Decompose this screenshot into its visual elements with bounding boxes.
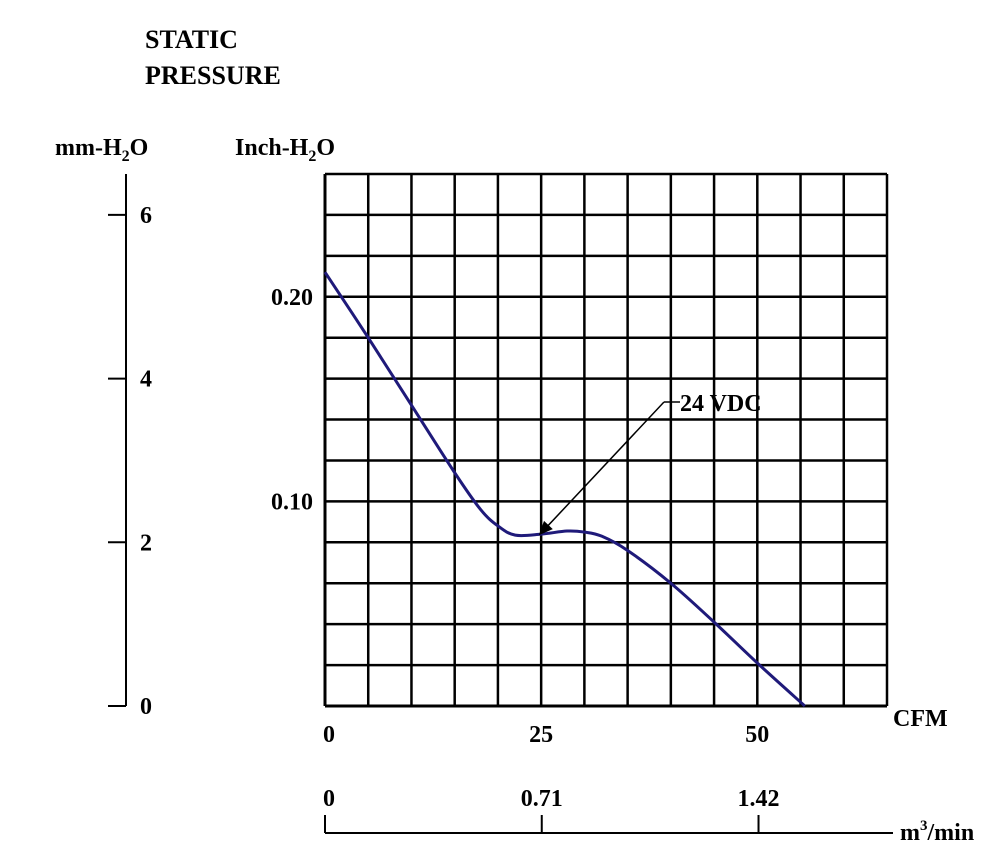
inch-h2o-tick-labels: 0.10 0.20 [271,285,313,516]
inch-tick-label: 0.20 [271,285,313,311]
cfm-axis-label: CFM [893,706,948,732]
cfm-tick-labels: 0 25 50 [323,722,769,748]
m3-tick-label: 1.42 [738,786,780,812]
cfm-tick-label: 0 [323,722,335,748]
mm-tick-label: 2 [140,530,152,556]
annotation-arrow-line [542,401,665,532]
cfm-tick-label: 25 [529,722,553,748]
mm-tick-label: 0 [140,694,152,720]
m3-tick-label: 0.71 [521,786,563,812]
chart-title-line-2: PRESSURE [145,61,281,90]
m3-per-min-axis-label: m3/min [900,818,974,846]
chart-title-line-1: STATIC [145,25,238,54]
chart-grid [323,172,889,708]
inch-tick-label: 0.10 [271,489,313,515]
annotation-arrowhead [538,520,553,536]
series-24vdc-line [323,271,806,708]
mm-tick-label: 4 [140,367,152,393]
mm-h2o-axis-label: mm-H2O [55,135,148,165]
annotation-label: 24 VDC [680,391,762,417]
mm-h2o-axis: 0 2 4 6 [108,174,152,720]
m3-tick-label: 0 [323,786,335,812]
cfm-tick-label: 50 [745,722,769,748]
annotation-24vdc: 24 VDC [538,391,762,536]
mm-tick-label: 6 [140,203,152,229]
inch-h2o-axis-label: Inch-H2O [235,135,335,165]
m3-per-min-axis: 0 0.71 1.42 [323,786,893,834]
